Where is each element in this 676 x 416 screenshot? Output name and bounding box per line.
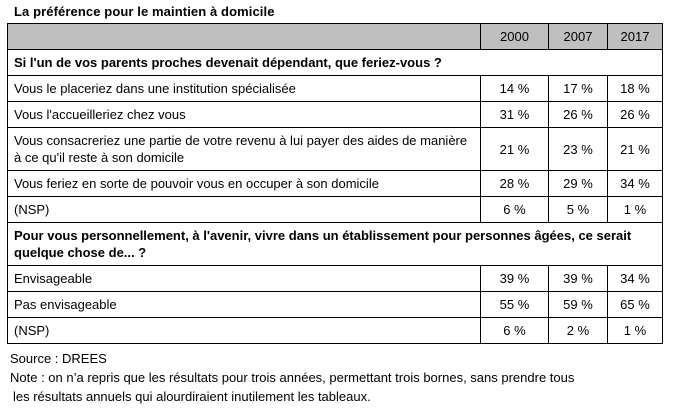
table-footer: Source : DREES Note : on n’a repris que … [10,349,676,406]
table-row: Pas envisageable 55 % 59 % 65 % [7,291,663,318]
source-text: Source : DREES [10,351,107,366]
year-header-row: 2000 2007 2017 [7,23,663,50]
value-cell-2007: 39 % [548,265,608,292]
table-row: Vous consacreriez une partie de votre re… [7,127,663,171]
value-cell-2000: 39 % [480,265,549,292]
row-label-cell: Vous l'accueilleriez chez vous [7,101,481,128]
value-cell-2017: 34 % [607,170,663,197]
empty-header-cell [7,23,481,50]
value-cell-2000: 31 % [480,101,549,128]
question-row-2: Pour vous personnellement, à l'avenir, v… [7,222,663,266]
row-label-cell: Vous le placeriez dans une institution s… [7,75,481,102]
value-cell-2017: 65 % [607,291,663,318]
value-cell-2007: 23 % [548,127,608,171]
table-row: Vous feriez en sorte de pouvoir vous en … [7,170,663,197]
row-label-cell: Envisageable [7,265,481,292]
preference-table: 2000 2007 2017 Si l'un de vos parents pr… [7,23,663,344]
row-label-cell: Vous consacreriez une partie de votre re… [7,127,481,171]
year-header-2007: 2007 [548,23,608,50]
value-cell-2000: 14 % [480,75,549,102]
value-cell-2000: 21 % [480,127,549,171]
question-row-1: Si l'un de vos parents proches devenait … [7,49,663,76]
table-row-nsp: (NSP) 6 % 5 % 1 % [7,196,663,223]
value-cell-2000: 6 % [480,317,549,344]
table-title: La préférence pour le maintien à domicil… [14,4,275,19]
value-cell-2000: 28 % [480,170,549,197]
question-2-text: Pour vous personnellement, à l'avenir, v… [7,222,663,266]
value-cell-2007: 26 % [548,101,608,128]
table-row: Vous l'accueilleriez chez vous 31 % 26 %… [7,101,663,128]
value-cell-2000: 55 % [480,291,549,318]
value-cell-2007: 5 % [548,196,608,223]
value-cell-2017: 1 % [607,317,663,344]
table-row: Envisageable 39 % 39 % 34 % [7,265,663,292]
value-cell-2007: 29 % [548,170,608,197]
value-cell-2017: 34 % [607,265,663,292]
table-row-nsp: (NSP) 6 % 2 % 1 % [7,317,663,344]
value-cell-2000: 6 % [480,196,549,223]
note-text-line2: les résultats annuels qui alourdiraient … [13,389,371,404]
table-row: Vous le placeriez dans une institution s… [7,75,663,102]
row-label-cell: Vous feriez en sorte de pouvoir vous en … [7,170,481,197]
question-1-text: Si l'un de vos parents proches devenait … [7,49,663,76]
value-cell-2007: 17 % [548,75,608,102]
row-label-cell: Pas envisageable [7,291,481,318]
row-label-cell: (NSP) [7,317,481,344]
value-cell-2007: 2 % [548,317,608,344]
value-cell-2017: 26 % [607,101,663,128]
note-text-line1: Note : on n’a repris que les résultats p… [10,370,575,385]
value-cell-2017: 21 % [607,127,663,171]
year-header-2000: 2000 [480,23,549,50]
value-cell-2017: 1 % [607,196,663,223]
value-cell-2017: 18 % [607,75,663,102]
value-cell-2007: 59 % [548,291,608,318]
row-label-cell: (NSP) [7,196,481,223]
year-header-2017: 2017 [607,23,663,50]
